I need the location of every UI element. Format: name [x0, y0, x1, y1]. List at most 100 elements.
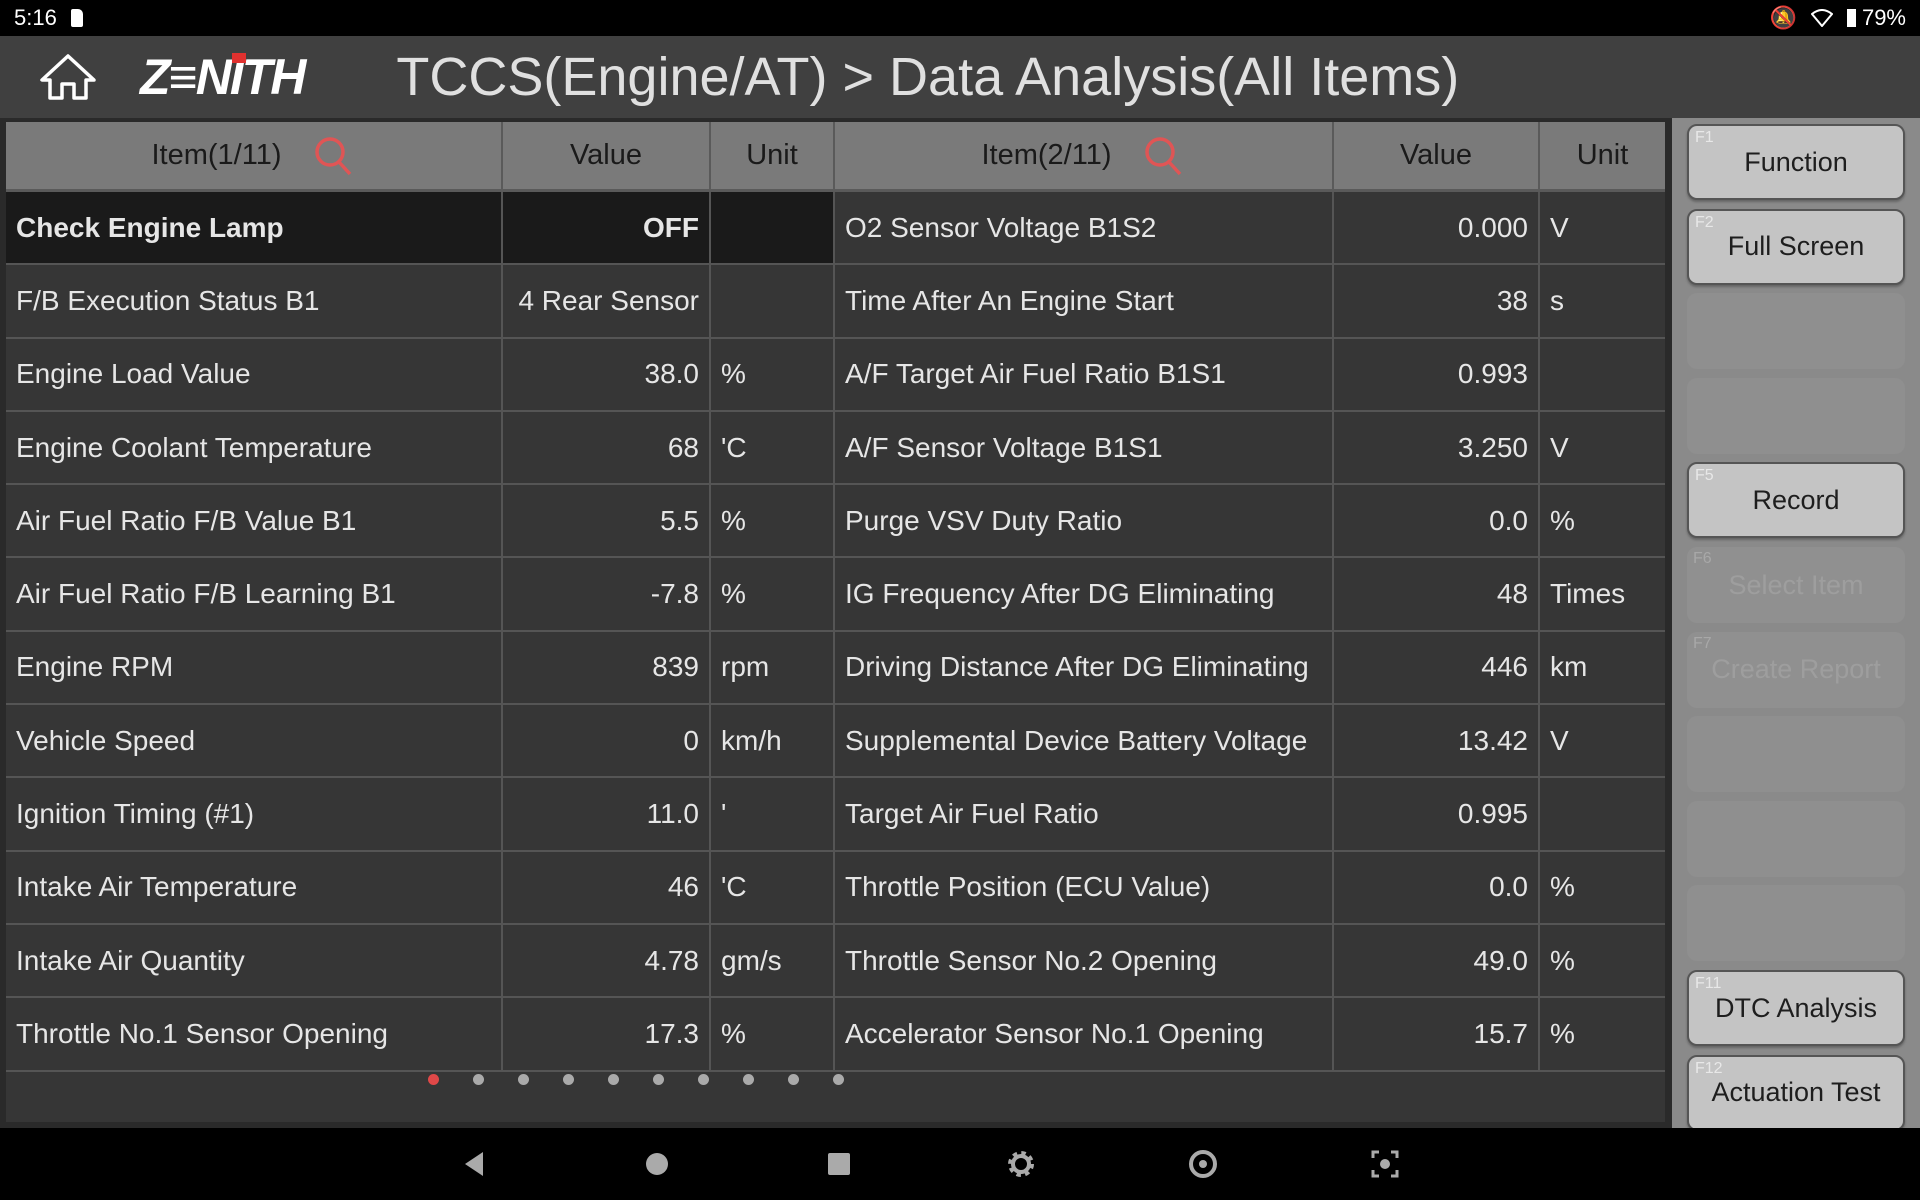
item-value: -7.8 — [503, 558, 711, 630]
item-value: 15.7 — [1334, 998, 1540, 1070]
page-dot[interactable] — [517, 1074, 529, 1085]
item-value: 11.0 — [503, 778, 711, 850]
home-icon[interactable] — [36, 52, 100, 102]
back-icon[interactable] — [459, 1148, 491, 1180]
item-value: 0.0 — [1334, 485, 1540, 557]
item-name: Target Air Fuel Ratio — [835, 778, 1334, 850]
data-table: Item(1/11) Value Unit Item(2/11) Value U… — [6, 122, 1665, 1122]
item-unit: 'C — [711, 411, 835, 484]
item-unit: % — [1550, 1017, 1575, 1049]
item-name: F/B Execution Status B1 — [6, 265, 503, 337]
item-unit: % — [1550, 504, 1575, 536]
item-name: Air Fuel Ratio F/B Value B1 — [6, 485, 503, 557]
table-row[interactable]: Throttle No.1 Sensor Opening 17.3% Acceler… — [6, 998, 1665, 1072]
item-unit: % — [1550, 871, 1575, 903]
item-name: Engine Load Value — [6, 338, 503, 410]
page-dot[interactable] — [697, 1074, 709, 1085]
item-unit: V — [1550, 431, 1569, 463]
home-nav-icon[interactable] — [641, 1148, 673, 1180]
item-unit: 'C — [711, 851, 835, 923]
page-dot[interactable] — [562, 1074, 574, 1085]
item-unit: % — [1550, 944, 1575, 976]
item-name: Throttle Position (ECU Value) — [835, 851, 1334, 923]
page-title: TCCS(Engine/AT) > Data Analysis(All Item… — [396, 47, 1460, 107]
item-unit: Times — [1550, 578, 1626, 610]
table-row[interactable]: Ignition Timing (#1) 11.0 ' Target Air Fuel… — [6, 778, 1665, 852]
search-icon[interactable] — [1142, 134, 1186, 178]
function-button-empty — [1687, 885, 1905, 962]
function-button-empty — [1687, 716, 1905, 793]
function-button-actuation-test[interactable]: F12 Actuation Test — [1687, 1054, 1905, 1131]
item-name: A/F Sensor Voltage B1S1 — [835, 411, 1334, 484]
function-button-create-report: F7 Create Report — [1687, 631, 1905, 708]
item-value: 17.3 — [503, 998, 711, 1070]
table-row[interactable]: Air Fuel Ratio F/B Learning B1 -7.8% IG Fr… — [6, 558, 1665, 632]
table-row[interactable]: Air Fuel Ratio F/B Value B1 5.5% Purge VSV… — [6, 485, 1665, 559]
item-name: A/F Target Air Fuel Ratio B1S1 — [835, 338, 1334, 410]
item-name: Accelerator Sensor No.1 Opening — [835, 998, 1334, 1070]
function-panel: F1 Function F2 Full Screen F5 Record F6 Select … — [1672, 118, 1920, 1131]
function-button-dtc-analysis[interactable]: F11 DTC Analysis — [1687, 970, 1905, 1046]
table-header: Item(1/11) Value Unit Item(2/11) Value U… — [6, 122, 1665, 192]
item-value: 38 — [1334, 265, 1540, 337]
table-body: Check Engine Lamp OFF O2 Sensor Voltage B1… — [6, 192, 1665, 1072]
battery-icon — [1846, 9, 1856, 27]
table-row[interactable]: Check Engine Lamp OFF O2 Sensor Voltage B1… — [6, 192, 1665, 266]
wifi-icon — [1810, 9, 1833, 27]
item-value: 3.250 — [1334, 411, 1540, 484]
item-name: Engine Coolant Temperature — [6, 411, 503, 484]
function-key-label: F11 — [1695, 975, 1722, 992]
table-row[interactable]: Engine Load Value 38.0% A/F Target Air Fue… — [6, 338, 1665, 412]
function-button-function[interactable]: F1 Function — [1687, 124, 1905, 200]
item-unit — [1540, 778, 1665, 849]
table-row[interactable]: F/B Execution Status B1 4 Rear Sensor Time… — [6, 265, 1665, 339]
mute-icon: 🔕 — [1769, 5, 1797, 30]
left-unit-header: Unit — [711, 122, 835, 189]
page-dot[interactable] — [652, 1074, 664, 1085]
left-value-header: Value — [503, 122, 711, 189]
settings-icon[interactable] — [1005, 1148, 1037, 1180]
table-row[interactable]: Engine RPM 839 rpm Driving Distance After D… — [6, 631, 1665, 706]
page-dot[interactable] — [472, 1074, 484, 1085]
function-button-record[interactable]: F5 Record — [1687, 462, 1905, 539]
page-dot[interactable] — [607, 1074, 619, 1085]
item-name: Engine RPM — [6, 631, 503, 704]
item-name: Time After An Engine Start — [835, 265, 1334, 337]
function-button-label: Actuation Test — [1711, 1077, 1881, 1108]
item-name: IG Frequency After DG Eliminating — [835, 558, 1334, 630]
function-button-empty — [1687, 377, 1905, 454]
function-button-label: Create Report — [1711, 654, 1881, 685]
page-dot[interactable] — [832, 1074, 844, 1085]
recents-icon[interactable] — [823, 1148, 855, 1180]
item-unit: gm/s — [711, 924, 835, 997]
function-button-label: Full Screen — [1727, 231, 1865, 262]
search-icon[interactable] — [312, 134, 356, 178]
browser-icon[interactable] — [1187, 1148, 1219, 1180]
function-button-full-screen[interactable]: F2 Full Screen — [1687, 208, 1905, 285]
table-row[interactable]: Intake Air Temperature 46 'C Throttle Posit… — [6, 851, 1665, 925]
item-value: 4.78 — [503, 924, 711, 997]
page-dot[interactable] — [787, 1074, 799, 1085]
function-button-label: DTC Analysis — [1714, 992, 1878, 1023]
table-row[interactable]: Vehicle Speed 0 km/h Supplemental Device Ba… — [6, 705, 1665, 779]
item-unit — [711, 192, 835, 264]
page-dot[interactable] — [427, 1074, 439, 1085]
item-value: 13.42 — [1334, 705, 1540, 777]
right-unit-header: Unit — [1576, 139, 1629, 171]
item-name: Vehicle Speed — [6, 705, 503, 777]
item-value: 49.0 — [1334, 924, 1540, 997]
right-item-header: Item(2/11) — [835, 122, 1334, 189]
table-row[interactable]: Intake Air Quantity 4.78 gm/s Throttle Sens… — [6, 924, 1665, 999]
item-name: Intake Air Quantity — [6, 924, 503, 997]
item-unit: % — [711, 485, 835, 557]
item-name: Supplemental Device Battery Voltage — [835, 705, 1334, 777]
table-row[interactable]: Engine Coolant Temperature 68 'C A/F Sensor… — [6, 411, 1665, 486]
function-key-label: F5 — [1695, 467, 1714, 485]
item-value: 0.000 — [1334, 192, 1540, 264]
header: Z≡NITH TCCS(Engine/AT) > Data Analysis(A… — [0, 36, 1920, 118]
screenshot-icon[interactable] — [1369, 1148, 1401, 1180]
page-dot[interactable] — [742, 1074, 754, 1085]
item-value: OFF — [503, 192, 711, 264]
item-value: 5.5 — [503, 485, 711, 557]
item-name: Driving Distance After DG Eliminating — [835, 631, 1334, 704]
